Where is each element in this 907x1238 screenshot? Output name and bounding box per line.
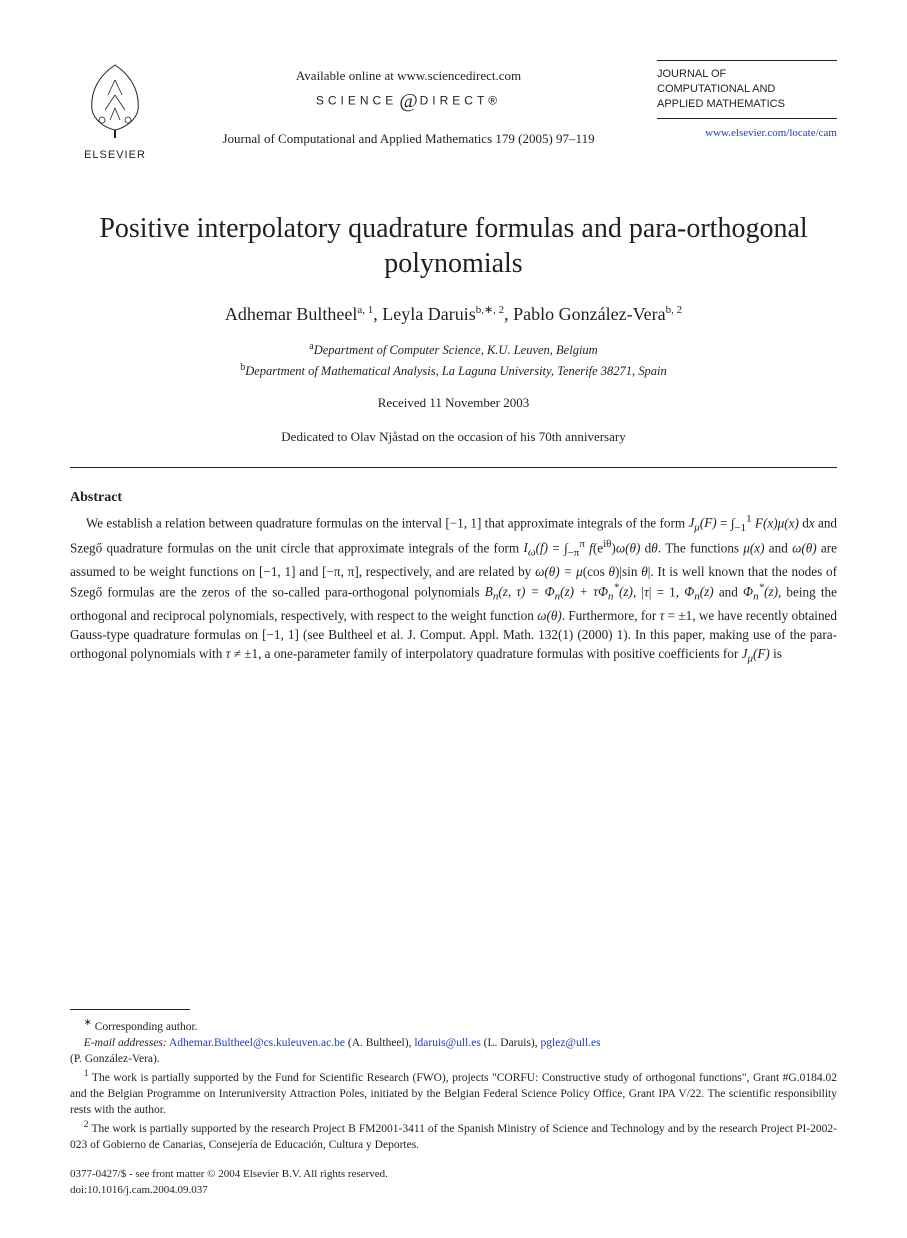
authors-line: Adhemar Bultheela, 1, Leyla Daruisb,∗, 2… (70, 303, 837, 325)
sd-brand-left: SCIENCE (316, 94, 397, 108)
journal-name-line1: JOURNAL OF (657, 68, 726, 80)
corresponding-author-text: Corresponding author. (95, 1021, 198, 1033)
footnote-1-text: The work is partially supported by the F… (70, 1072, 837, 1116)
fn1-marker: 1 (84, 1068, 89, 1079)
journal-name: JOURNAL OF COMPUTATIONAL AND APPLIED MAT… (657, 67, 837, 112)
affiliations-block: aDepartment of Computer Science, K.U. Le… (70, 339, 837, 381)
affil-b-text: Department of Mathematical Analysis, La … (245, 364, 667, 378)
header-rule-top (657, 60, 837, 61)
sciencedirect-logo: SCIENCE@DIRECT® (160, 90, 657, 113)
sd-brand-right: DIRECT® (420, 94, 502, 108)
email-link-2[interactable]: ldaruis@ull.es (414, 1037, 480, 1049)
email-name-3: (P. González-Vera). (70, 1053, 160, 1065)
footnotes: ∗ Corresponding author. E-mail addresses… (70, 1016, 837, 1153)
doi-line: doi:10.1016/j.cam.2004.09.037 (70, 1184, 208, 1196)
elsevier-tree-icon (80, 60, 150, 140)
footer-block: ∗ Corresponding author. E-mail addresses… (70, 1009, 837, 1198)
corr-marker: ∗ (84, 1017, 92, 1028)
journal-link[interactable]: www.elsevier.com/locate/cam (657, 127, 837, 139)
footnote-rule (70, 1009, 190, 1010)
journal-reference: Journal of Computational and Applied Mat… (160, 131, 657, 147)
author-1: Adhemar Bultheel (225, 304, 357, 324)
page-header: ELSEVIER Available online at www.science… (70, 60, 837, 161)
abstract-heading: Abstract (70, 490, 837, 506)
footnote-2-text: The work is partially supported by the r… (70, 1123, 837, 1151)
author-3-affil: b, 2 (666, 304, 683, 316)
author-2-affil: b,∗, 2 (476, 304, 504, 316)
dedication-text: Dedicated to Olav Njåstad on the occasio… (70, 429, 837, 445)
publisher-logo-block: ELSEVIER (70, 60, 160, 161)
divider-rule (70, 467, 837, 468)
publisher-label: ELSEVIER (70, 149, 160, 161)
email-name-2: (L. Daruis), (484, 1037, 538, 1049)
author-3: Pablo González-Vera (513, 304, 665, 324)
article-title: Positive interpolatory quadrature formul… (70, 211, 837, 281)
author-1-affil: a, 1 (357, 304, 373, 316)
available-online-text: Available online at www.sciencedirect.co… (160, 68, 657, 84)
affil-a-text: Department of Computer Science, K.U. Leu… (314, 343, 598, 357)
email-link-3[interactable]: pglez@ull.es (541, 1037, 601, 1049)
email-link-1[interactable]: Adhemar.Bultheel@cs.kuleuven.ac.be (169, 1037, 345, 1049)
copyright-block: 0377-0427/$ - see front matter © 2004 El… (70, 1167, 837, 1198)
journal-name-line2: COMPUTATIONAL AND (657, 83, 775, 95)
copyright-line1: 0377-0427/$ - see front matter © 2004 El… (70, 1168, 388, 1180)
author-2: Leyla Daruis (382, 304, 475, 324)
received-date: Received 11 November 2003 (70, 395, 837, 411)
sd-at-icon: @ (399, 90, 417, 113)
header-center: Available online at www.sciencedirect.co… (160, 60, 657, 147)
journal-name-line3: APPLIED MATHEMATICS (657, 98, 785, 110)
abstract-body: We establish a relation between quadratu… (70, 512, 837, 668)
fn2-marker: 2 (84, 1119, 89, 1130)
header-rule-bottom (657, 118, 837, 119)
email-label: E-mail addresses: (84, 1037, 167, 1049)
email-name-1: (A. Bultheel), (348, 1037, 412, 1049)
header-right: JOURNAL OF COMPUTATIONAL AND APPLIED MAT… (657, 60, 837, 139)
